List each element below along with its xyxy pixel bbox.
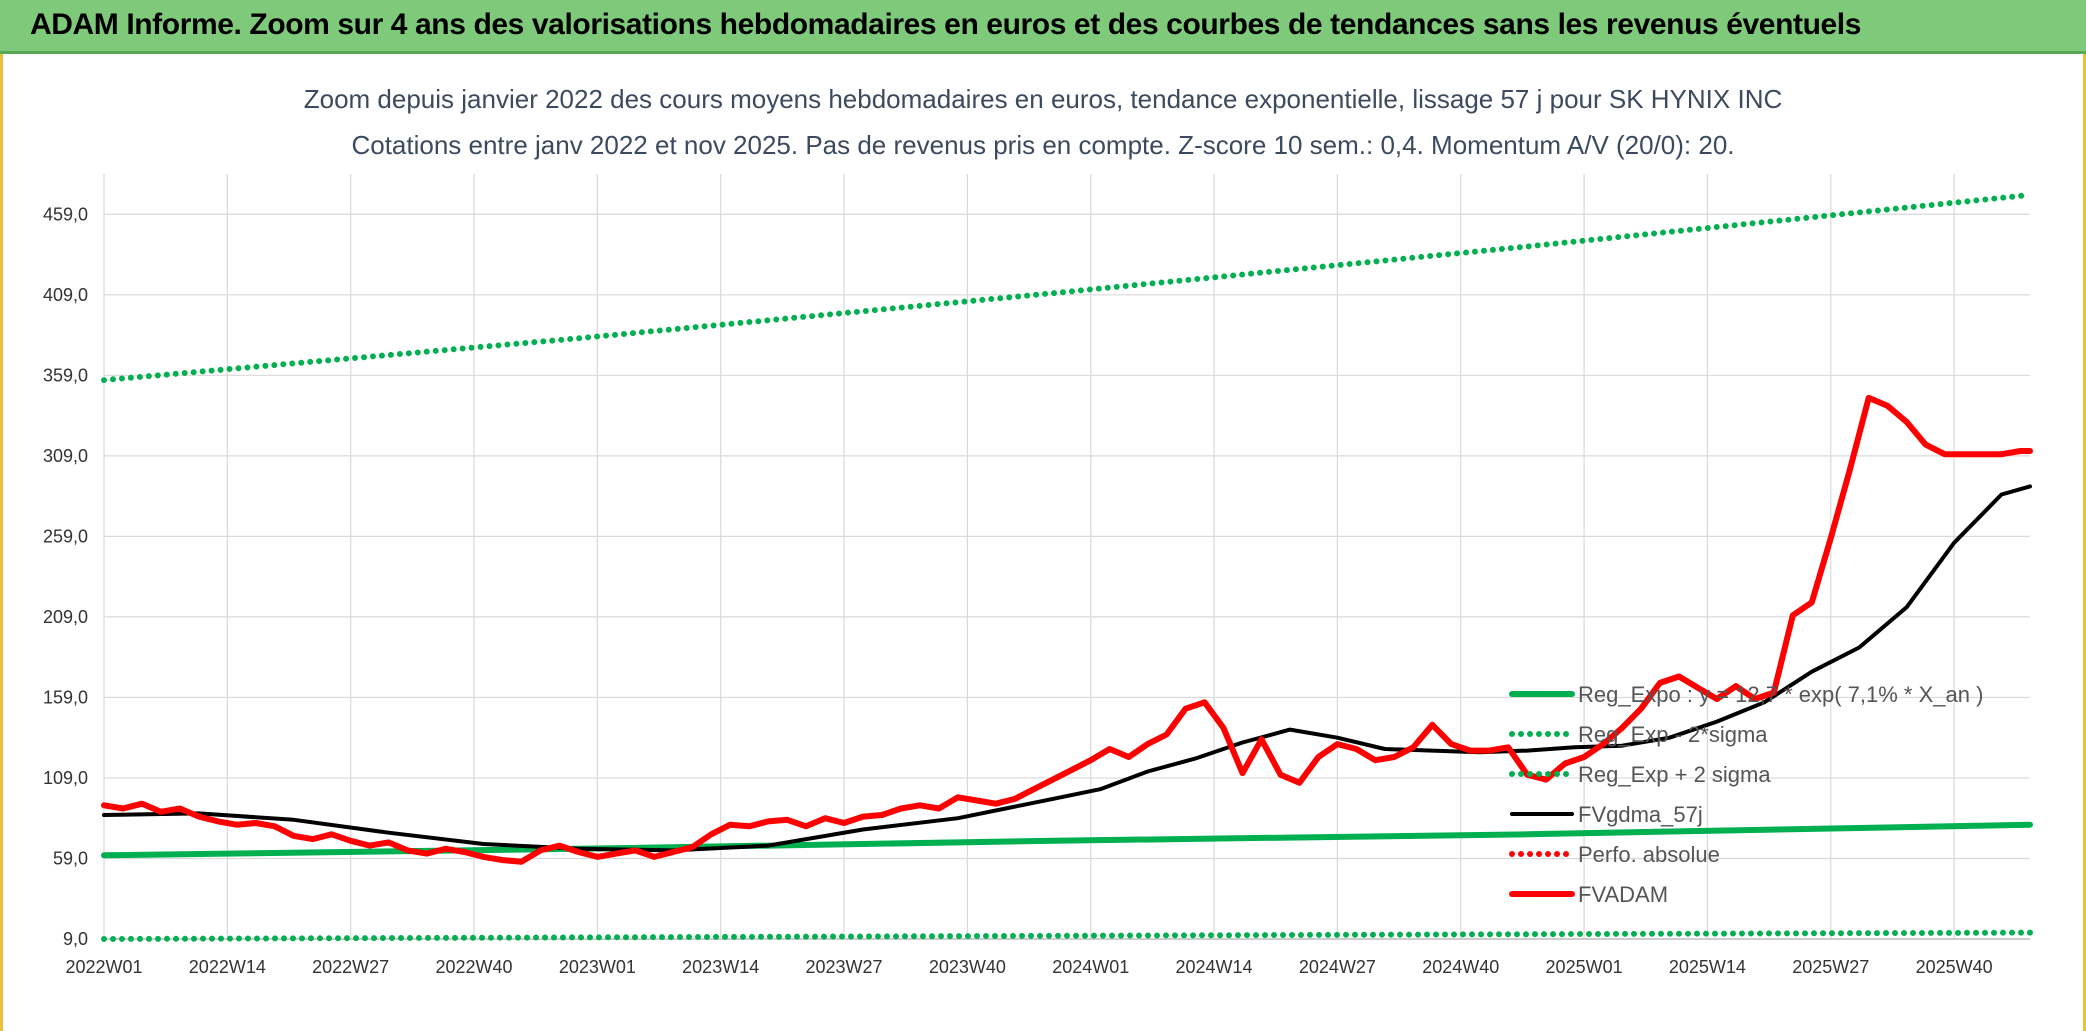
legend-label-5: FVADAM xyxy=(1578,882,1668,907)
y-tick-label: 309,0 xyxy=(43,446,88,466)
x-axis: 2022W01 2022W14 2022W27 2022W40 2023W01 2023W… xyxy=(65,938,2030,977)
x-tick-label: 2025W01 xyxy=(1546,957,1623,977)
y-tick-label: 59,0 xyxy=(53,848,88,868)
x-tick-label: 2023W40 xyxy=(929,957,1006,977)
line-chart: Zoom depuis janvier 2022 des cours moyen… xyxy=(43,84,2033,977)
header-banner: ADAM Informe. Zoom sur 4 ans des valoris… xyxy=(0,0,2086,54)
x-tick-label: 2025W27 xyxy=(1792,957,1869,977)
y-tick-label: 259,0 xyxy=(43,526,88,546)
x-tick-label: 2023W01 xyxy=(559,957,636,977)
y-tick-label: 159,0 xyxy=(43,687,88,707)
series-group xyxy=(101,191,2033,942)
y-tick-label: 109,0 xyxy=(43,768,88,788)
x-tick-label: 2024W40 xyxy=(1422,957,1499,977)
series-line-1 xyxy=(101,929,2033,942)
y-tick-label: 409,0 xyxy=(43,285,88,305)
legend-label-2: Reg_Exp + 2 sigma xyxy=(1578,762,1771,787)
y-tick-label: 359,0 xyxy=(43,365,88,385)
series-line-5 xyxy=(101,394,2033,865)
x-tick-label: 2023W14 xyxy=(682,957,759,977)
x-tick-label: 2022W27 xyxy=(312,957,389,977)
x-tick-label: 2022W40 xyxy=(435,957,512,977)
x-tick-label: 2024W27 xyxy=(1299,957,1376,977)
grid xyxy=(103,174,2030,940)
legend: Reg_Expo : y = 12,7 * exp( 7,1% * X_an )… xyxy=(1509,682,1983,907)
x-tick-label: 2023W27 xyxy=(806,957,883,977)
y-tick-label: 459,0 xyxy=(43,204,88,224)
frame-border-left xyxy=(0,54,3,1031)
legend-label-4: Perfo. absolue xyxy=(1578,842,1720,867)
x-tick-label: 2022W01 xyxy=(65,957,142,977)
frame-border-right xyxy=(2083,54,2086,1031)
y-tick-label: 9,0 xyxy=(63,929,88,949)
legend-label-0: Reg_Expo : y = 12,7 * exp( 7,1% * X_an ) xyxy=(1578,682,1983,707)
x-tick-label: 2024W01 xyxy=(1052,957,1129,977)
chart-title: Zoom depuis janvier 2022 des cours moyen… xyxy=(304,84,1783,114)
series-line-0 xyxy=(101,821,2033,859)
y-tick-label: 209,0 xyxy=(43,607,88,627)
x-tick-label: 2022W14 xyxy=(189,957,266,977)
legend-label-1: Reg_Exp - 2*sigma xyxy=(1578,722,1768,747)
series-line-3 xyxy=(102,484,2032,853)
series-line-2 xyxy=(101,191,2033,384)
x-tick-label: 2025W14 xyxy=(1669,957,1746,977)
x-tick-label: 2025W40 xyxy=(1916,957,1993,977)
chart-subtitle: Cotations entre janv 2022 et nov 2025. P… xyxy=(351,130,1734,160)
x-tick-label: 2024W14 xyxy=(1176,957,1253,977)
legend-label-3: FVgdma_57j xyxy=(1578,802,1703,827)
y-axis: 9,0 59,0 109,0 159,0 209,0 259,0 309,0 359,0 409… xyxy=(43,204,88,949)
page-title: ADAM Informe. Zoom sur 4 ans des valoris… xyxy=(30,8,1862,41)
